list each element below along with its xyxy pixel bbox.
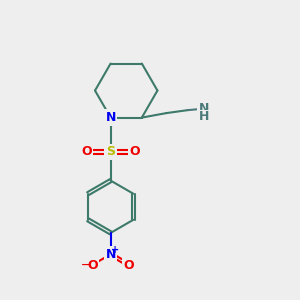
Text: O: O (130, 145, 140, 158)
Text: −: − (81, 260, 90, 269)
Text: +: + (111, 244, 119, 254)
Text: S: S (106, 145, 115, 158)
Text: N: N (105, 248, 116, 261)
Text: O: O (124, 259, 134, 272)
Text: O: O (81, 145, 92, 158)
Text: N: N (105, 111, 116, 124)
Text: N: N (199, 102, 209, 115)
Text: H: H (199, 110, 209, 124)
Text: O: O (87, 259, 98, 272)
